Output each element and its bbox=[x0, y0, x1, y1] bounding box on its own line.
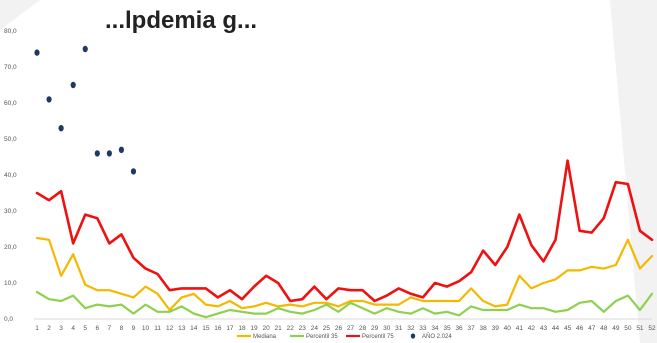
x-tick-label: 3 bbox=[59, 325, 63, 332]
y-tick-label: 50,0 bbox=[4, 136, 17, 143]
x-tick-label: 23 bbox=[299, 325, 307, 332]
x-tick-label: 44 bbox=[552, 325, 560, 332]
x-tick-label: 19 bbox=[250, 325, 258, 332]
x-tick-label: 12 bbox=[166, 325, 174, 332]
x-tick-label: 32 bbox=[407, 325, 415, 332]
series-line-percentil-75 bbox=[35, 159, 654, 303]
data-point-a-o-2-024 bbox=[34, 49, 40, 56]
x-tick-label: 48 bbox=[600, 325, 608, 332]
x-tick-label: 40 bbox=[504, 325, 512, 332]
x-tick-label: 30 bbox=[383, 325, 391, 332]
x-tick-label: 7 bbox=[108, 325, 112, 332]
series-line-percentil-35 bbox=[35, 290, 654, 319]
x-tick-label: 33 bbox=[419, 325, 427, 332]
axes: 0,010,020,030,040,050,060,070,080,01 2 3 4 5… bbox=[4, 28, 656, 332]
x-tick-label: 46 bbox=[576, 325, 584, 332]
data-point-a-o-2-024 bbox=[94, 150, 100, 157]
x-tick-label: 31 bbox=[395, 325, 403, 332]
x-tick-label: 41 bbox=[516, 325, 524, 332]
series-layer bbox=[34, 45, 654, 319]
x-tick-label: 34 bbox=[431, 325, 439, 332]
x-tick-label: 28 bbox=[359, 325, 367, 332]
x-tick-label: 43 bbox=[540, 325, 548, 332]
x-tick-label: 16 bbox=[214, 325, 222, 332]
data-point-a-o-2-024 bbox=[70, 81, 76, 89]
x-tick-label: 17 bbox=[226, 325, 234, 332]
x-tick-label: 47 bbox=[588, 325, 596, 332]
x-tick-label: 38 bbox=[480, 325, 488, 332]
x-tick-label: 8 bbox=[120, 325, 124, 332]
x-tick-label: 25 bbox=[323, 325, 331, 332]
data-point-a-o-2-024 bbox=[118, 146, 125, 153]
x-tick-label: 29 bbox=[371, 325, 379, 332]
x-tick-label: 5 bbox=[83, 325, 87, 332]
x-tick-label: 45 bbox=[564, 325, 572, 332]
data-point-a-o-2-024 bbox=[106, 150, 112, 157]
x-tick-label: 51 bbox=[636, 325, 644, 332]
x-tick-label: 1 bbox=[35, 325, 39, 332]
legend-label-mediana: Mediana bbox=[253, 334, 277, 340]
decorative-right-band bbox=[610, 0, 657, 343]
x-tick-label: 22 bbox=[287, 325, 295, 332]
x-tick-label: 18 bbox=[238, 325, 246, 332]
legend-swatch-a-o-2-024 bbox=[410, 333, 416, 339]
x-tick-label: 42 bbox=[528, 325, 536, 332]
x-tick-label: 24 bbox=[311, 325, 319, 332]
decorative-corner-shape bbox=[0, 0, 40, 30]
series-line-mediana bbox=[35, 236, 654, 312]
x-tick-label: 39 bbox=[492, 325, 500, 332]
x-tick-label: 37 bbox=[468, 325, 476, 332]
chart-title: ...lpdemia g... bbox=[105, 7, 257, 34]
data-point-a-o-2-024 bbox=[46, 96, 52, 103]
x-tick-label: 36 bbox=[455, 325, 463, 332]
y-tick-label: 30,0 bbox=[4, 208, 17, 215]
data-point-a-o-2-024 bbox=[58, 125, 64, 132]
x-tick-label: 50 bbox=[624, 325, 632, 332]
y-tick-label: 70,0 bbox=[4, 64, 17, 71]
y-tick-label: 0,0 bbox=[4, 316, 13, 323]
data-point-a-o-2-024 bbox=[130, 168, 137, 175]
x-tick-label: 35 bbox=[443, 325, 451, 332]
y-tick-label: 60,0 bbox=[4, 100, 17, 107]
legend: Mediana Percentil 35 Percentil 75 AÑO 2.024 bbox=[237, 333, 452, 340]
x-tick-label: 26 bbox=[335, 325, 343, 332]
x-tick-label: 49 bbox=[612, 325, 620, 332]
legend-label-percentil-35: Percentil 35 bbox=[306, 334, 338, 340]
legend-label-percentil-75: Percentil 75 bbox=[362, 334, 394, 340]
data-point-a-o-2-024 bbox=[82, 45, 88, 53]
x-tick-label: 52 bbox=[648, 325, 656, 332]
x-tick-label: 6 bbox=[95, 325, 99, 332]
x-tick-label: 2 bbox=[47, 325, 51, 332]
x-tick-label: 20 bbox=[263, 325, 271, 332]
x-tick-label: 27 bbox=[347, 325, 355, 332]
x-tick-label: 10 bbox=[142, 325, 150, 332]
x-tick-label: 13 bbox=[178, 325, 186, 332]
y-tick-label: 20,0 bbox=[4, 244, 17, 251]
y-tick-label: 10,0 bbox=[4, 280, 17, 287]
x-tick-label: 14 bbox=[190, 325, 198, 332]
y-tick-label: 80,0 bbox=[4, 28, 17, 35]
x-tick-label: 4 bbox=[71, 325, 75, 332]
y-tick-label: 40,0 bbox=[4, 172, 17, 179]
x-tick-label: 11 bbox=[154, 325, 161, 332]
x-tick-label: 21 bbox=[275, 325, 283, 332]
legend-label-a-o-2-024: AÑO 2.024 bbox=[422, 333, 452, 340]
x-tick-label: 15 bbox=[202, 325, 210, 332]
x-tick-label: 9 bbox=[132, 325, 136, 332]
